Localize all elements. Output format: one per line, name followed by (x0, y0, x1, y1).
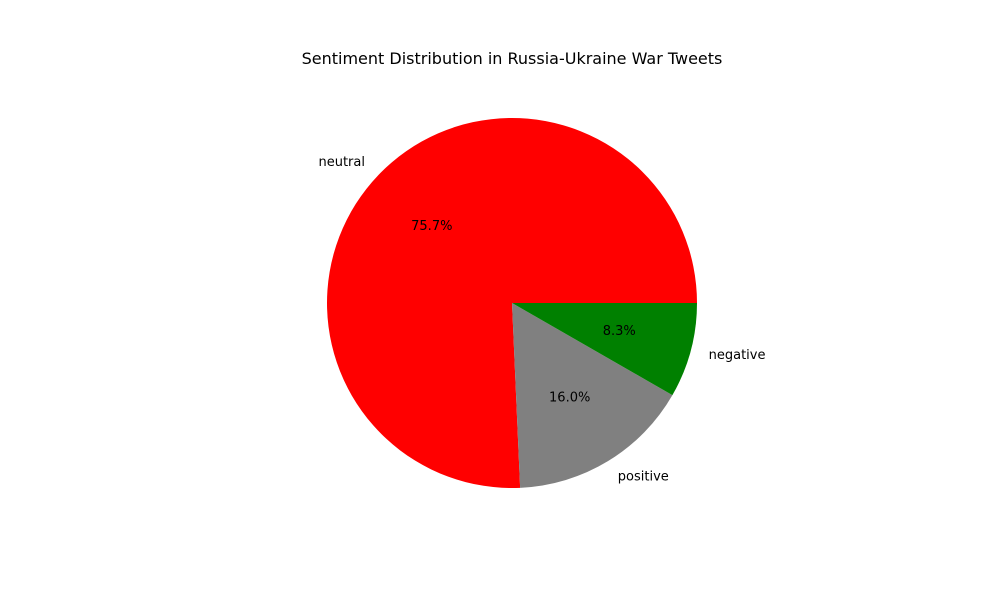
pie-slices (327, 118, 697, 489)
chart-title: Sentiment Distribution in Russia-Ukraine… (302, 49, 723, 68)
slice-percent-neutral: 75.7% (411, 219, 452, 234)
slice-label-positive: positive (618, 469, 669, 484)
pie-slice-positive (512, 303, 673, 488)
pie-labels: neutral 75.7% positive 16.0% negative 8.3% (318, 155, 765, 485)
pie-slice-negative (512, 303, 697, 396)
pie-slice-neutral (327, 118, 697, 489)
slice-percent-negative: 8.3% (603, 324, 636, 339)
slice-percent-positive: 16.0% (549, 390, 590, 405)
slice-label-negative: negative (709, 348, 766, 363)
slice-label-neutral: neutral (318, 155, 365, 170)
